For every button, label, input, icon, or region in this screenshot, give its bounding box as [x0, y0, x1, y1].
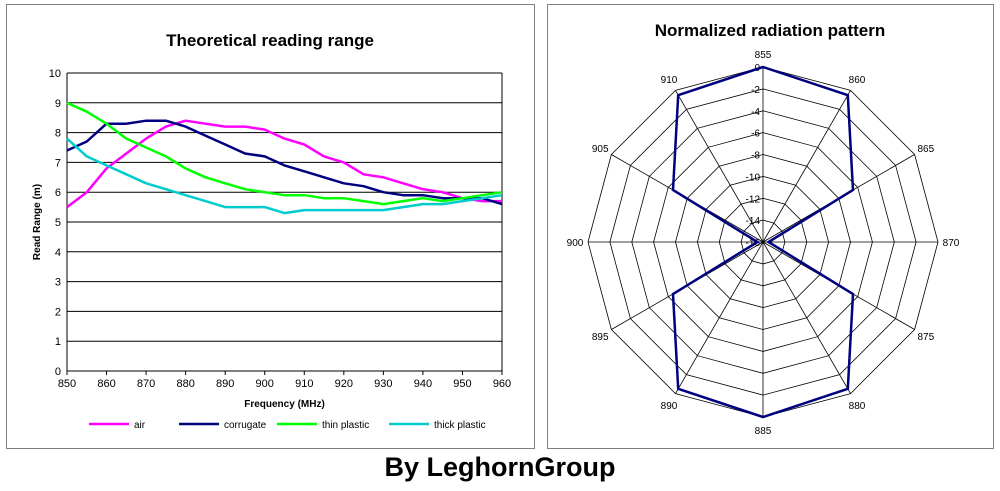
- category-label: 890: [661, 401, 678, 412]
- x-tick-label: 950: [453, 378, 471, 390]
- credit-text: By LeghornGroup: [384, 452, 616, 482]
- series-line-thin-plastic: [66, 101, 503, 206]
- line-chart-panel: Theoretical reading range 0 1 2 3 4 5 6 7 8 9 10 850…: [6, 4, 535, 449]
- y-tick-label: 7: [55, 157, 61, 169]
- radial-tick-label: -8: [751, 151, 760, 162]
- series-line-thick-plastic: [66, 137, 503, 215]
- y-tick-label: 0: [55, 366, 61, 378]
- y-tick-label: 8: [55, 128, 61, 140]
- x-tick-label: 910: [295, 378, 313, 390]
- legend-label: air: [134, 420, 146, 431]
- radar-spoke: [762, 90, 851, 243]
- read-range-line-chart: Theoretical reading range012345678910850…: [32, 31, 511, 431]
- x-tick-label: 880: [176, 378, 194, 390]
- x-tick-label: 900: [256, 378, 274, 390]
- x-tick-label: 890: [216, 378, 234, 390]
- category-label: 900: [567, 238, 584, 249]
- radar-spoke: [675, 90, 764, 243]
- radial-tick-label: -14: [746, 216, 761, 227]
- x-tick-label: 850: [58, 378, 76, 390]
- radar-spoke: [675, 241, 764, 394]
- category-label: 855: [755, 50, 772, 61]
- y-tick-label: 10: [49, 68, 61, 80]
- legend-label: corrugate: [224, 420, 267, 431]
- category-label: 895: [592, 332, 609, 343]
- legend-label: thin plastic: [322, 420, 369, 431]
- radiation-pattern-radar-chart: Normalized radiation pattern 855 860 865 870…: [567, 21, 960, 437]
- x-tick-label: 870: [137, 378, 155, 390]
- x-tick-label: 930: [374, 378, 392, 390]
- x-tick-label: 860: [97, 378, 115, 390]
- x-tick-label: 920: [335, 378, 353, 390]
- chart-title: Theoretical reading range: [166, 31, 374, 50]
- radiation-pattern-line: [671, 65, 855, 419]
- y-tick-label: 3: [55, 277, 61, 289]
- radar-spoke: [762, 241, 851, 394]
- radial-tick-label: -4: [751, 107, 760, 118]
- category-label: 910: [661, 75, 678, 86]
- radial-tick-label: -6: [751, 129, 760, 140]
- y-tick-label: 1: [55, 336, 61, 348]
- category-label: 905: [592, 144, 609, 155]
- y-tick-label: 4: [55, 247, 61, 259]
- chart-title: Normalized radiation pattern: [655, 21, 885, 40]
- y-axis-label: Read Range (m): [32, 184, 43, 260]
- series-line-corrugate: [66, 119, 503, 206]
- y-tick-label: 6: [55, 187, 61, 199]
- category-label: 870: [943, 238, 960, 249]
- x-axis-label: Frequency (MHz): [244, 399, 325, 410]
- category-label: 875: [917, 332, 934, 343]
- y-tick-label: 2: [55, 306, 61, 318]
- radar-chart-panel: Normalized radiation pattern 855 860 865 870…: [547, 4, 994, 449]
- legend-label: thick plastic: [434, 420, 486, 431]
- x-tick-label: 940: [414, 378, 432, 390]
- radial-tick-label: -10: [746, 172, 761, 183]
- category-label: 860: [849, 75, 866, 86]
- x-tick-label: 960: [493, 378, 511, 390]
- category-label: 885: [755, 426, 772, 437]
- category-label: 865: [917, 144, 934, 155]
- radial-tick-label: -2: [751, 85, 760, 96]
- radial-tick-label: -12: [746, 194, 761, 205]
- category-label: 880: [849, 401, 866, 412]
- y-tick-label: 5: [55, 217, 61, 229]
- y-tick-label: 9: [55, 98, 61, 110]
